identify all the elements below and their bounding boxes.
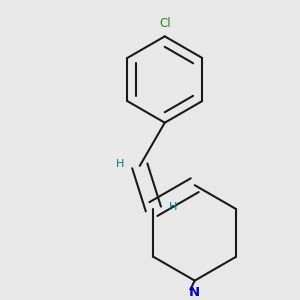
Text: H: H bbox=[169, 202, 178, 212]
Text: H: H bbox=[116, 159, 124, 169]
Text: Cl: Cl bbox=[159, 16, 171, 29]
Text: N: N bbox=[189, 286, 200, 299]
